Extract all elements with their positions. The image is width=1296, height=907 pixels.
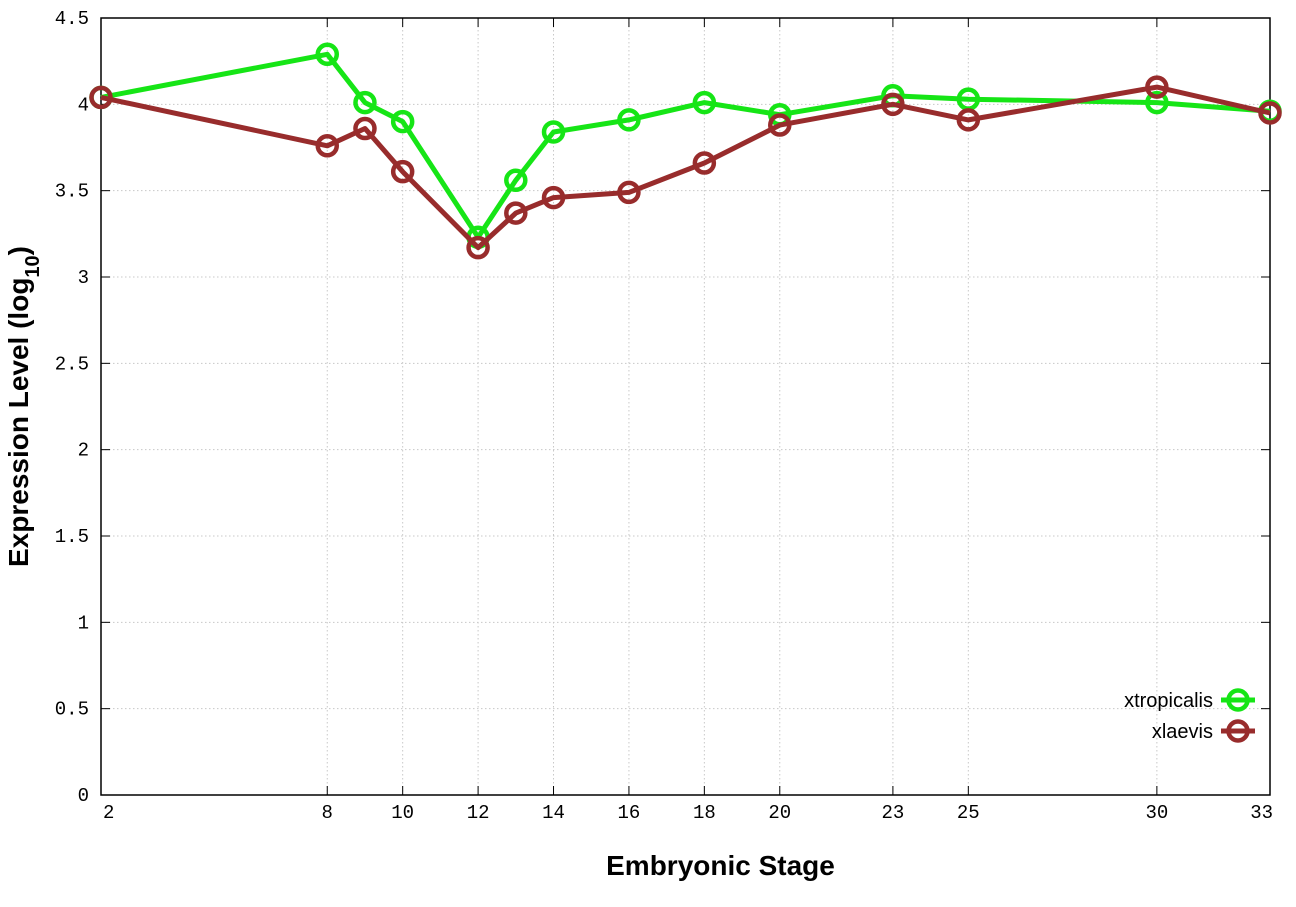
data-point-xtropicalis: [541, 120, 566, 144]
data-point-xlaevis: [768, 113, 792, 137]
plot-frame: [100, 17, 1271, 796]
x-tick-label: 14: [542, 802, 565, 824]
data-point-xlaevis: [504, 201, 528, 225]
x-tick-label: 8: [322, 802, 333, 824]
y-tick-label: 2: [78, 440, 89, 462]
series-line-xtropicalis: [100, 51, 1271, 240]
x-tick-label: 20: [768, 802, 791, 824]
y-tick-label: 4.5: [55, 8, 89, 30]
data-point-xlaevis: [353, 116, 377, 141]
x-tick-label: 23: [881, 802, 904, 824]
x-tick-label: 2: [103, 802, 114, 824]
data-point-xtropicalis: [390, 109, 415, 134]
data-point-xlaevis: [89, 85, 113, 110]
y-tick-label: 0: [78, 785, 89, 807]
y-tick-label: 1.5: [55, 526, 89, 548]
data-point-xlaevis: [541, 185, 566, 210]
data-point-xlaevis: [315, 134, 340, 158]
data-point-xtropicalis: [692, 90, 717, 115]
data-point-xtropicalis: [504, 168, 528, 193]
data-point-xlaevis: [466, 235, 490, 260]
x-tick-label: 16: [618, 802, 641, 824]
y-tick-label: 3.5: [55, 181, 89, 203]
y-tick-label: 1: [78, 612, 89, 634]
data-point-xlaevis: [1145, 75, 1169, 99]
y-axis-title-sub: 10: [22, 255, 44, 277]
x-tick-label: 25: [957, 802, 980, 824]
data-point-xlaevis: [881, 92, 905, 117]
x-tick-label: 18: [693, 802, 716, 824]
data-point-xlaevis: [617, 180, 641, 205]
legend-marker-xtropicalis: [1226, 688, 1250, 712]
series-group: [89, 42, 1282, 260]
y-axis-title-end: ): [3, 246, 34, 255]
y-axis-title-main: Expression Level (log: [3, 278, 34, 567]
y-tick-label: 4: [78, 94, 89, 116]
legend: xtropicalis xlaevis: [1124, 688, 1255, 743]
y-tick-label: 2.5: [55, 353, 89, 375]
data-point-xlaevis: [390, 159, 415, 184]
legend-marker-xlaevis: [1226, 719, 1250, 743]
legend-label-xtropicalis: xtropicalis: [1124, 690, 1213, 712]
x-tick-label: 10: [391, 802, 414, 824]
data-point-xtropicalis: [1145, 90, 1169, 115]
x-tick-label: 33: [1250, 802, 1273, 824]
y-tick-label: 0.5: [55, 699, 89, 721]
x-tick-label: 12: [467, 802, 490, 824]
grid: [101, 18, 1270, 795]
y-axis-title: Expression Level (log10): [3, 246, 44, 567]
x-axis-title: Embryonic Stage: [606, 850, 835, 881]
data-point-xlaevis: [956, 108, 981, 132]
y-tick-label: 3: [78, 267, 89, 289]
x-tick-label: 30: [1145, 802, 1168, 824]
data-point-xlaevis: [692, 151, 717, 175]
ticks: 0 0.5 1 1.5 2 2.5 3 3.5 4 4.5 2 8 10 12 14 16 18 20 23 25 30…: [55, 8, 1273, 824]
legend-label-xlaevis: xlaevis: [1152, 721, 1213, 743]
data-point-xtropicalis: [353, 90, 377, 115]
data-point-xtropicalis: [617, 108, 641, 132]
data-point-xlaevis: [1258, 101, 1282, 125]
series-line-xlaevis: [100, 84, 1271, 251]
data-point-xtropicalis: [315, 42, 340, 67]
